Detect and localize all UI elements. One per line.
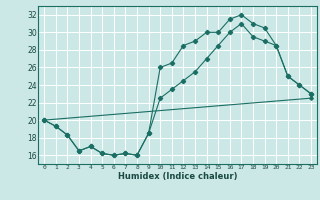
X-axis label: Humidex (Indice chaleur): Humidex (Indice chaleur) bbox=[118, 172, 237, 181]
